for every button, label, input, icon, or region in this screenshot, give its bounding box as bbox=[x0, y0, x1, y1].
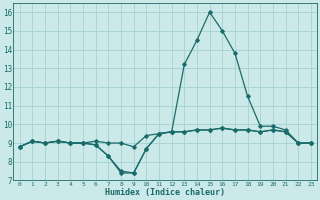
X-axis label: Humidex (Indice chaleur): Humidex (Indice chaleur) bbox=[105, 188, 225, 197]
